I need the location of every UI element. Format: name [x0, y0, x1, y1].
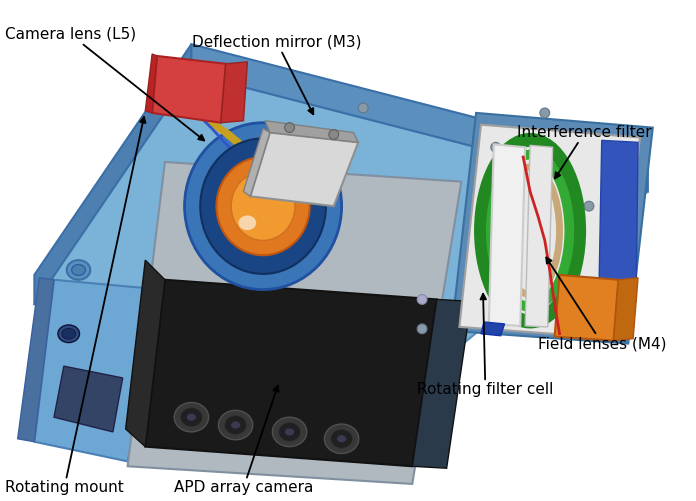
Circle shape [417, 295, 427, 304]
Ellipse shape [67, 260, 90, 280]
Ellipse shape [230, 421, 241, 429]
Ellipse shape [331, 429, 352, 448]
Polygon shape [34, 280, 162, 461]
Polygon shape [221, 62, 247, 123]
Polygon shape [489, 144, 525, 326]
Polygon shape [599, 140, 638, 302]
Polygon shape [17, 278, 54, 442]
Polygon shape [145, 280, 437, 466]
Ellipse shape [187, 413, 196, 421]
Circle shape [491, 142, 500, 152]
Ellipse shape [58, 325, 79, 343]
Ellipse shape [219, 410, 253, 440]
Ellipse shape [72, 265, 86, 276]
Polygon shape [191, 44, 648, 191]
Ellipse shape [324, 424, 358, 453]
Ellipse shape [174, 402, 209, 432]
Circle shape [285, 123, 294, 133]
Polygon shape [244, 129, 270, 196]
Ellipse shape [272, 417, 307, 447]
Ellipse shape [200, 138, 326, 274]
Polygon shape [34, 74, 648, 344]
Ellipse shape [231, 172, 295, 240]
Ellipse shape [216, 157, 310, 255]
Circle shape [152, 59, 162, 69]
Polygon shape [613, 278, 638, 341]
Polygon shape [34, 44, 191, 304]
Ellipse shape [239, 215, 256, 230]
Ellipse shape [337, 435, 347, 443]
Ellipse shape [279, 422, 301, 441]
Circle shape [329, 130, 339, 139]
Text: APD array camera: APD array camera [174, 386, 313, 495]
Polygon shape [145, 54, 157, 113]
Polygon shape [412, 300, 471, 468]
Text: Interference filter: Interference filter [517, 125, 652, 178]
Text: Rotating mount: Rotating mount [5, 117, 145, 495]
Ellipse shape [225, 416, 246, 434]
Circle shape [358, 103, 368, 113]
Polygon shape [54, 366, 122, 432]
Circle shape [540, 108, 550, 118]
Polygon shape [459, 125, 640, 339]
Text: Camera lens (L5): Camera lens (L5) [5, 27, 204, 140]
Polygon shape [265, 121, 358, 142]
Text: Rotating filter cell: Rotating filter cell [417, 294, 553, 397]
Polygon shape [481, 322, 505, 336]
Text: Deflection mirror (M3): Deflection mirror (M3) [192, 35, 361, 114]
Circle shape [219, 82, 229, 91]
Polygon shape [525, 145, 553, 327]
Polygon shape [126, 260, 165, 447]
Circle shape [417, 324, 427, 334]
Polygon shape [251, 133, 358, 206]
Polygon shape [555, 275, 619, 341]
Ellipse shape [184, 123, 342, 290]
Polygon shape [127, 162, 461, 484]
Polygon shape [452, 113, 653, 344]
Text: Field lenses (M4): Field lenses (M4) [538, 258, 667, 351]
Ellipse shape [285, 428, 294, 436]
Circle shape [584, 201, 594, 211]
Ellipse shape [62, 328, 76, 339]
Ellipse shape [181, 408, 203, 426]
Polygon shape [152, 56, 226, 123]
